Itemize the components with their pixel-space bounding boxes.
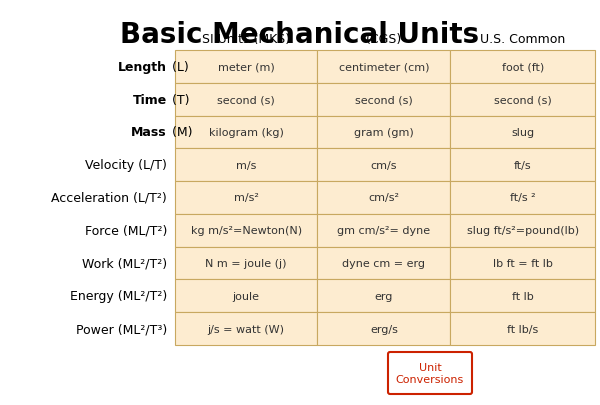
Bar bbox=[317, 280, 451, 312]
Text: ft/s ²: ft/s ² bbox=[510, 193, 535, 203]
Bar bbox=[317, 182, 451, 214]
Bar bbox=[317, 312, 451, 345]
Text: gram (gm): gram (gm) bbox=[354, 128, 414, 138]
Text: m/s²: m/s² bbox=[234, 193, 259, 203]
Bar bbox=[451, 116, 595, 149]
Bar bbox=[175, 149, 317, 182]
Bar bbox=[175, 83, 317, 116]
Text: ft lb: ft lb bbox=[512, 291, 533, 301]
Bar bbox=[451, 182, 595, 214]
Text: ft/s: ft/s bbox=[514, 160, 532, 170]
Text: gm cm/s²= dyne: gm cm/s²= dyne bbox=[337, 226, 430, 236]
Bar bbox=[451, 51, 595, 83]
Bar bbox=[175, 247, 317, 280]
Text: Power (ML²/T³): Power (ML²/T³) bbox=[76, 322, 167, 335]
Text: Energy (ML²/T²): Energy (ML²/T²) bbox=[70, 290, 167, 303]
Text: foot (ft): foot (ft) bbox=[502, 62, 544, 72]
Bar bbox=[451, 280, 595, 312]
FancyBboxPatch shape bbox=[388, 352, 472, 394]
Text: Force (ML/T²): Force (ML/T²) bbox=[85, 224, 167, 237]
Bar bbox=[451, 83, 595, 116]
Text: Basic Mechanical Units: Basic Mechanical Units bbox=[121, 21, 479, 49]
Text: ft lb/s: ft lb/s bbox=[507, 324, 538, 334]
Text: second (s): second (s) bbox=[494, 95, 551, 105]
Text: kg m/s²=Newton(N): kg m/s²=Newton(N) bbox=[191, 226, 302, 236]
Bar bbox=[317, 51, 451, 83]
Text: (M): (M) bbox=[168, 126, 193, 139]
Text: (CGS): (CGS) bbox=[366, 33, 402, 46]
Bar bbox=[451, 214, 595, 247]
Text: Velocity (L/T): Velocity (L/T) bbox=[85, 159, 167, 172]
Text: (T): (T) bbox=[168, 94, 190, 107]
Bar bbox=[175, 51, 317, 83]
Text: Length: Length bbox=[118, 61, 167, 74]
Text: centimeter (cm): centimeter (cm) bbox=[338, 62, 429, 72]
Text: lb ft = ft lb: lb ft = ft lb bbox=[493, 258, 553, 269]
Bar bbox=[317, 247, 451, 280]
Text: slug ft/s²=pound(lb): slug ft/s²=pound(lb) bbox=[467, 226, 579, 236]
Text: second (s): second (s) bbox=[355, 95, 413, 105]
Text: Time: Time bbox=[133, 94, 167, 107]
Text: erg: erg bbox=[374, 291, 393, 301]
Text: SI Units (MKS): SI Units (MKS) bbox=[202, 33, 290, 46]
Text: Work (ML²/T²): Work (ML²/T²) bbox=[82, 257, 167, 270]
Text: meter (m): meter (m) bbox=[218, 62, 275, 72]
Text: dyne cm = erg: dyne cm = erg bbox=[343, 258, 425, 269]
Text: second (s): second (s) bbox=[217, 95, 275, 105]
Text: slug: slug bbox=[511, 128, 534, 138]
Text: joule: joule bbox=[233, 291, 260, 301]
Text: kilogram (kg): kilogram (kg) bbox=[209, 128, 284, 138]
Bar bbox=[451, 149, 595, 182]
Text: m/s: m/s bbox=[236, 160, 256, 170]
Text: Acceleration (L/T²): Acceleration (L/T²) bbox=[51, 192, 167, 205]
Text: Unit
Conversions: Unit Conversions bbox=[396, 362, 464, 384]
Bar bbox=[451, 312, 595, 345]
Bar bbox=[317, 149, 451, 182]
Bar bbox=[317, 214, 451, 247]
Bar bbox=[317, 116, 451, 149]
Bar bbox=[451, 247, 595, 280]
Text: cm/s: cm/s bbox=[371, 160, 397, 170]
Bar bbox=[175, 116, 317, 149]
Bar bbox=[175, 214, 317, 247]
Text: (L): (L) bbox=[168, 61, 189, 74]
Text: cm/s²: cm/s² bbox=[368, 193, 400, 203]
Bar bbox=[175, 280, 317, 312]
Bar bbox=[175, 312, 317, 345]
Text: Mass: Mass bbox=[131, 126, 167, 139]
Text: j/s = watt (W): j/s = watt (W) bbox=[208, 324, 284, 334]
Text: N m = joule (j): N m = joule (j) bbox=[205, 258, 287, 269]
Text: erg/s: erg/s bbox=[370, 324, 398, 334]
Text: U.S. Common: U.S. Common bbox=[480, 33, 565, 46]
Bar bbox=[317, 83, 451, 116]
Bar bbox=[175, 182, 317, 214]
